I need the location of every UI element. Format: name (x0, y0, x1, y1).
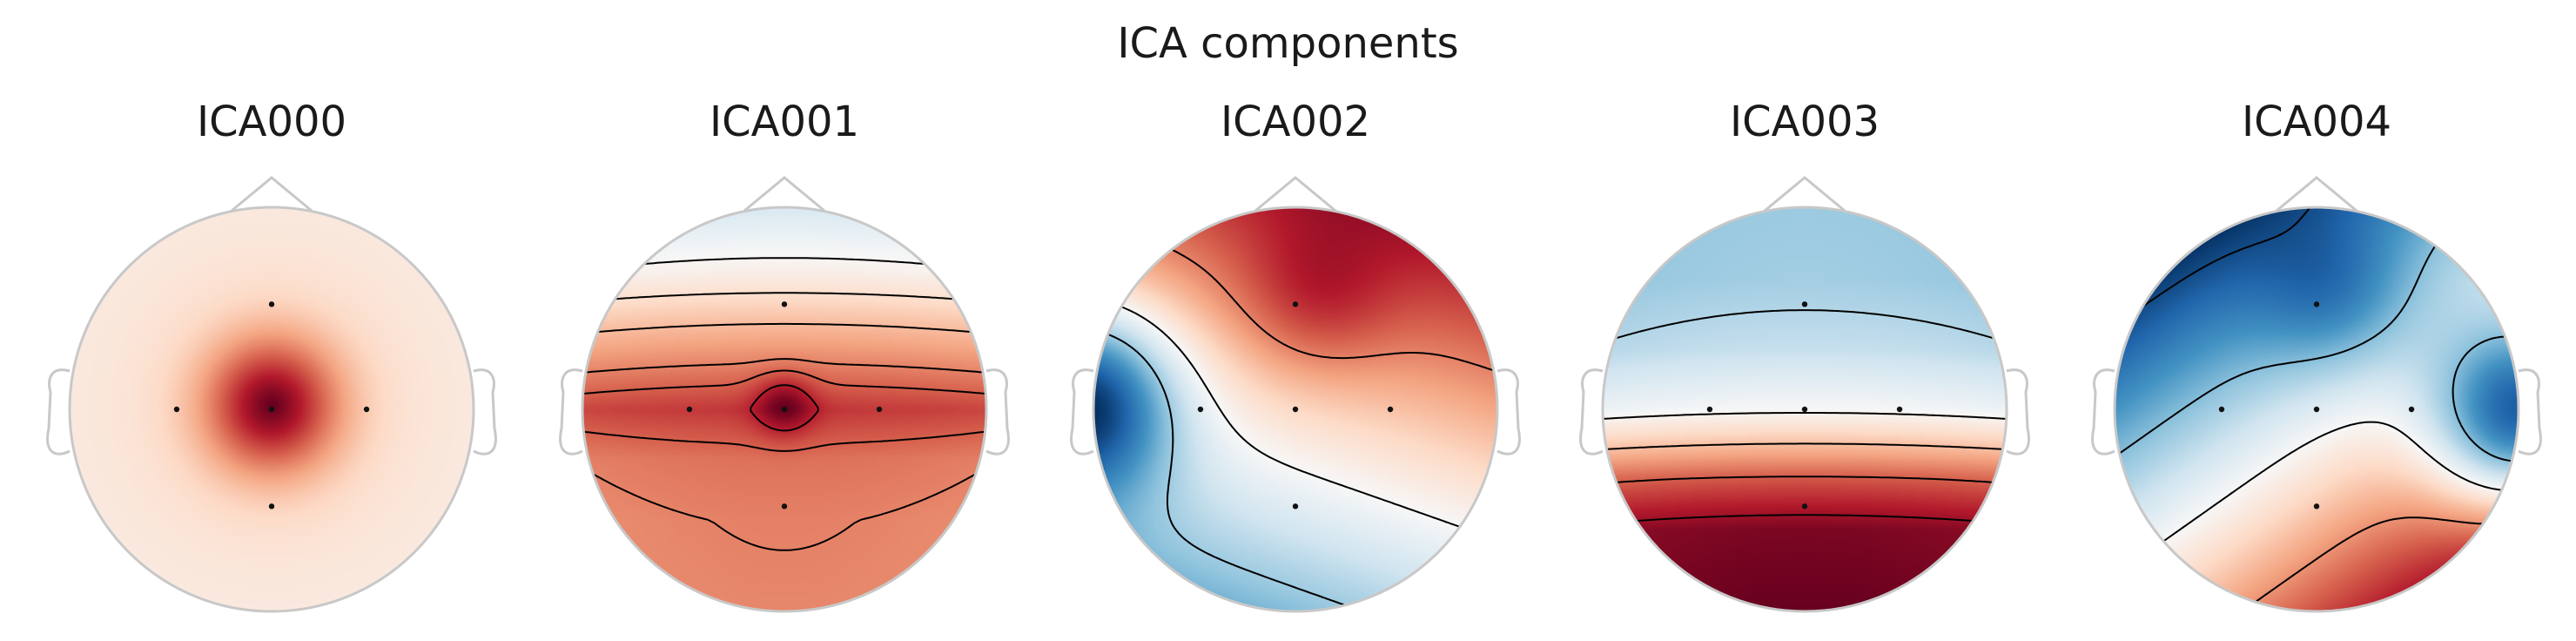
panel-title: ICA001 (710, 98, 859, 146)
left-ear-outline (46, 368, 71, 455)
sensor-marker (268, 406, 275, 413)
topomap-panel-ica004: ICA004 (2091, 98, 2542, 613)
sensor-marker (686, 406, 693, 413)
sensor-marker (876, 406, 883, 413)
sensor-marker (781, 503, 788, 509)
head-outline (581, 206, 988, 613)
sensor-marker (2218, 406, 2225, 413)
contour-line (1603, 412, 2007, 420)
contour-line-negative (2115, 207, 2519, 462)
contour-line (1093, 298, 1497, 542)
figure-title: ICA components (1117, 19, 1459, 68)
sensor-marker (363, 406, 370, 413)
topomap-panel-ica001: ICA001 (559, 98, 1010, 613)
sensor-marker (1896, 406, 1903, 413)
left-ear-outline (2091, 368, 2115, 455)
nose-outline (1254, 176, 1336, 213)
contour-line (2421, 569, 2519, 611)
right-ear-outline (985, 368, 1010, 455)
sensor-marker (1387, 406, 1394, 413)
left-ear-outline (559, 368, 583, 455)
contour-line (1387, 207, 1497, 239)
sensor-marker (781, 301, 788, 307)
sensor-marker (2313, 503, 2320, 509)
sensor-marker (2408, 406, 2415, 413)
sensor-marker (1292, 503, 1299, 509)
sensor-marker (1292, 406, 1299, 413)
sensor-marker (2313, 301, 2320, 307)
sensor-marker (268, 503, 275, 509)
right-ear-outline (2518, 368, 2542, 455)
left-ear-outline (1579, 368, 1604, 455)
sensor-marker (781, 406, 788, 413)
left-ear-outline (1070, 368, 1094, 455)
nose-outline (231, 176, 313, 213)
sensor-marker (173, 406, 180, 413)
nose-outline (1764, 176, 1846, 213)
sensor-marker (1801, 301, 1808, 307)
panel-title: ICA002 (1221, 98, 1370, 146)
panel-title: ICA004 (2242, 98, 2391, 146)
sensor-marker (1706, 406, 1713, 413)
topomap-panel-ica002: ICA002 (1070, 98, 1521, 613)
sensor-marker (2313, 406, 2320, 413)
panel-title: ICA003 (1730, 98, 1880, 146)
nose-outline (743, 176, 825, 213)
head-outline (2113, 206, 2520, 613)
panel-title: ICA000 (197, 98, 346, 146)
right-ear-outline (2006, 368, 2030, 455)
sensor-marker (1292, 301, 1299, 307)
right-ear-outline (1497, 368, 1521, 455)
topomap-panel-ica003: ICA003 (1579, 98, 2030, 613)
contour-line (582, 369, 986, 452)
nose-outline (2276, 176, 2357, 213)
right-ear-outline (473, 368, 497, 455)
sensor-marker (1197, 406, 1204, 413)
head-outline (68, 206, 475, 613)
contour-line (750, 384, 819, 432)
sensor-marker (268, 301, 275, 307)
sensor-marker (1801, 503, 1808, 509)
head-outline (1601, 206, 2008, 613)
sensor-marker (1801, 406, 1808, 413)
head-outline (1092, 206, 1499, 613)
topomap-panel-ica000: ICA000 (46, 98, 497, 613)
